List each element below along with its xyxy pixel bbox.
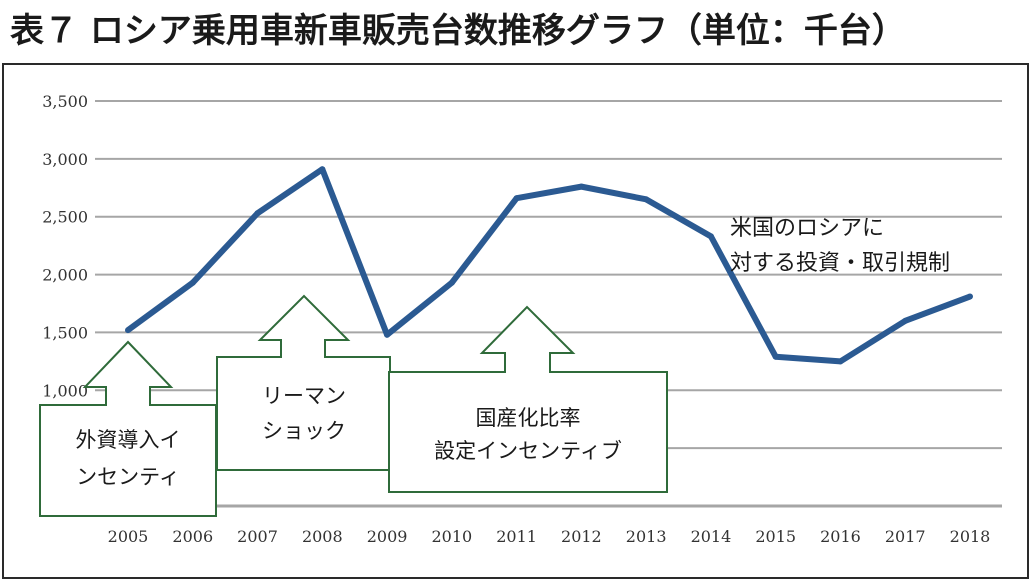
- callout-foreign-investment-line1: 外資導入イ: [76, 428, 181, 452]
- data-point-2017: [902, 317, 909, 324]
- y-tick-label: 2,000: [42, 266, 88, 285]
- y-tick-label: 3,000: [42, 150, 88, 169]
- x-tick-label: 2006: [172, 527, 213, 546]
- y-tick-label: 1,500: [42, 323, 88, 342]
- y-tick-label: 1,000: [42, 381, 88, 400]
- data-point-2014: [707, 233, 714, 240]
- y-tick-label: 3,500: [42, 92, 88, 111]
- data-point-2006: [189, 279, 196, 286]
- callout-lehman-line2: ショック: [262, 419, 346, 443]
- x-tick-label: 2018: [950, 527, 991, 546]
- annotation-us-sanctions: 米国のロシアに 対する投資・取引規制: [730, 216, 950, 276]
- callout-localization-arrow-box: [388, 305, 668, 493]
- y-tick-label: 2,500: [42, 208, 88, 227]
- x-tick-label: 2016: [820, 527, 861, 546]
- x-tick-label: 2008: [302, 527, 343, 546]
- x-tick-label: 2017: [885, 527, 926, 546]
- callout-foreign-investment-line2: ンセンティ: [76, 465, 180, 489]
- data-point-2013: [643, 196, 650, 203]
- x-tick-label: 2005: [108, 527, 149, 546]
- x-tick-label: 2014: [691, 527, 732, 546]
- x-tick-label: 2012: [561, 527, 602, 546]
- x-tick-label: 2011: [496, 527, 537, 546]
- series-line: [126, 166, 972, 365]
- callout-foreign-investment: 外資導入イ ンセンティ: [39, 340, 217, 517]
- callout-localization-line1: 国産化比率: [476, 406, 581, 430]
- data-point-2007: [254, 210, 261, 217]
- data-point-2012: [578, 183, 585, 190]
- callout-localization-line2: 設定インセンティブ: [434, 439, 622, 463]
- data-point-2005: [125, 327, 131, 334]
- x-tick-label: 2015: [755, 527, 796, 546]
- series-line-group: [125, 166, 973, 365]
- x-tick-label: 2013: [626, 527, 667, 546]
- callout-lehman-line1: リーマン: [262, 384, 346, 408]
- callout-lehman-arrow-box: [216, 294, 391, 471]
- x-tick-label: 2007: [237, 527, 278, 546]
- annotation-us-sanctions-line1: 米国のロシアに: [730, 216, 884, 241]
- callout-lehman: リーマン ショック: [216, 294, 391, 471]
- x-tick-label: 2009: [367, 527, 408, 546]
- chart-title: 表７ ロシア乗用車新車販売台数推移グラフ（単位：千台）: [10, 11, 906, 51]
- data-point-2009: [384, 331, 391, 338]
- data-point-2010: [448, 279, 455, 286]
- data-point-2018: [967, 293, 973, 300]
- x-tick-label: 2010: [431, 527, 472, 546]
- y-axis-ticks: 1,000 1,500 2,000 2,500 3,000 3,500: [42, 92, 88, 400]
- data-point-2015: [772, 353, 779, 360]
- callout-localization: 国産化比率 設定インセンティブ: [388, 305, 668, 493]
- annotation-us-sanctions-line2: 対する投資・取引規制: [730, 251, 950, 276]
- x-axis-ticks: 2005 2006 2007 2008 2009 2010 2011 2012 2013 2014…: [108, 527, 991, 546]
- data-point-2011: [513, 195, 520, 202]
- data-point-2016: [837, 358, 844, 365]
- callout-foreign-investment-arrow-box: [39, 340, 217, 517]
- chart-frame: [2, 63, 1029, 579]
- data-point-2008: [319, 166, 326, 173]
